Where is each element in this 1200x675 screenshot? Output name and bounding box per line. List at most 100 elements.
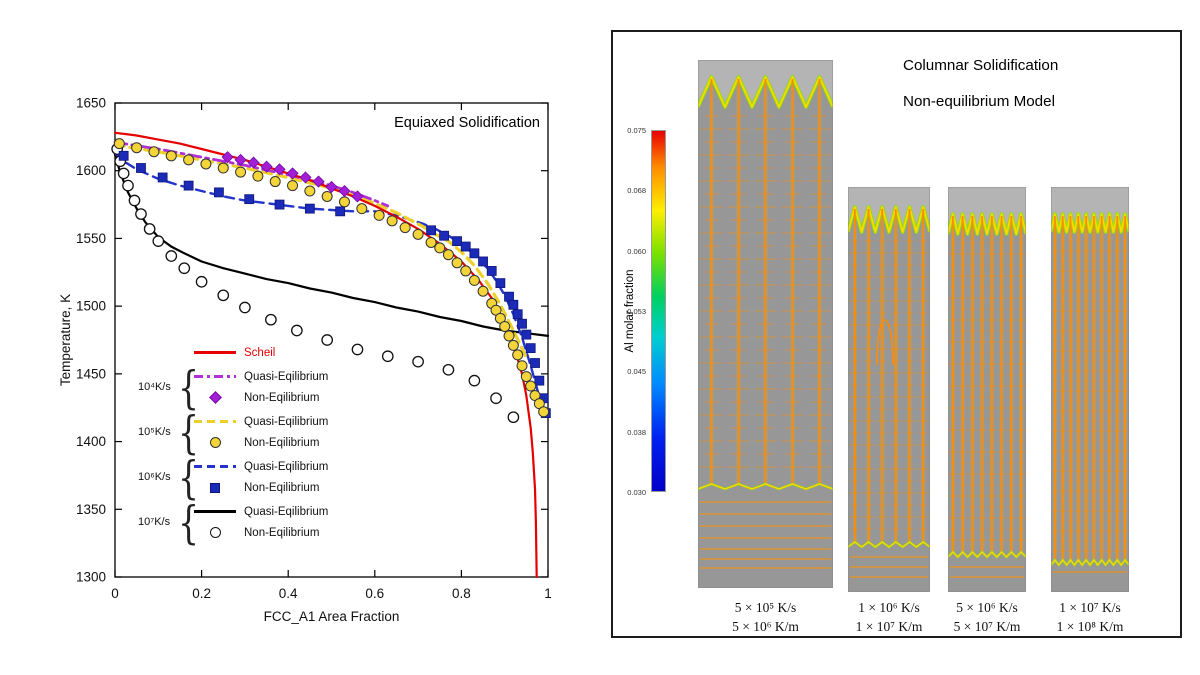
y-tick-label: 1450 bbox=[76, 366, 106, 381]
quasi-line-sample bbox=[194, 465, 236, 468]
quasi-line-sample bbox=[194, 375, 236, 378]
colorbar bbox=[651, 130, 666, 492]
panel-label-4: 1 × 10⁷ K/s 1 × 10⁸ K/m bbox=[1028, 598, 1152, 636]
quasi-label: Quasi-Eqilibrium bbox=[244, 415, 329, 428]
thermal-gradient: 1 × 10⁸ K/m bbox=[1056, 619, 1124, 634]
diamond-marker-icon bbox=[208, 391, 222, 404]
series-markers-non-1e4 bbox=[221, 151, 364, 203]
simulation-image-1 bbox=[698, 60, 833, 588]
thermal-gradient: 5 × 10⁷ K/m bbox=[953, 619, 1021, 634]
y-tick-label: 1500 bbox=[76, 299, 106, 314]
colorbar-tick-label: 0.038 bbox=[627, 427, 646, 437]
y-tick-label: 1400 bbox=[76, 434, 106, 449]
legend-entry-quasi: Quasi-Eqilibrium bbox=[194, 368, 328, 385]
circle-marker-icon bbox=[209, 437, 221, 448]
legend-entry-quasi: Quasi-Eqilibrium bbox=[194, 503, 328, 520]
legend-entry-non: Non-Eqilibrium bbox=[194, 479, 328, 496]
legend-group-1e4: 10⁴K/s { Quasi-Eqilibrium Non-Eqilibrium bbox=[138, 365, 378, 410]
columnar-panel: Columnar Solidification Non-equilibrium … bbox=[611, 30, 1182, 638]
legend-entries: Quasi-Eqilibrium Non-Eqilibrium bbox=[194, 503, 328, 541]
cooling-rate: 1 × 10⁶ K/s bbox=[858, 600, 920, 615]
series-line-quasi-1e5 bbox=[113, 143, 528, 360]
legend-brace: { bbox=[178, 405, 199, 459]
legend-entry-non: Non-Eqilibrium bbox=[194, 389, 328, 406]
legend-entries: Quasi-Eqilibrium Non-Eqilibrium bbox=[194, 458, 328, 496]
scheil-line-sample bbox=[194, 351, 236, 354]
legend-brace: { bbox=[178, 495, 199, 549]
non-label: Non-Eqilibrium bbox=[244, 436, 320, 449]
cooling-rate: 5 × 10⁵ K/s bbox=[734, 600, 797, 615]
series-markers-non-1e7 bbox=[111, 143, 520, 424]
non-marker-sample bbox=[194, 391, 236, 404]
panel-label-1: 5 × 10⁵ K/s 5 × 10⁶ K/m bbox=[683, 598, 848, 636]
non-label: Non-Eqilibrium bbox=[244, 526, 320, 539]
legend-entry-quasi: Quasi-Eqilibrium bbox=[194, 413, 328, 430]
simulation-image-2 bbox=[848, 187, 930, 592]
cooling-rate-label: 10⁵K/s bbox=[138, 426, 171, 438]
legend-brace: { bbox=[178, 450, 199, 504]
open-circle-marker-icon bbox=[209, 527, 221, 538]
y-tick-label: 1550 bbox=[76, 231, 106, 246]
x-tick-label: 1 bbox=[544, 586, 552, 601]
quasi-label: Quasi-Eqilibrium bbox=[244, 460, 329, 473]
quasi-label: Quasi-Eqilibrium bbox=[244, 505, 329, 518]
y-tick-label: 1650 bbox=[76, 96, 106, 111]
legend-entry-quasi: Quasi-Eqilibrium bbox=[194, 458, 328, 475]
non-label: Non-Eqilibrium bbox=[244, 391, 320, 404]
x-tick-label: 0.2 bbox=[192, 586, 211, 601]
simulation-image-4 bbox=[1051, 187, 1129, 592]
series-line-quasi-1e6 bbox=[113, 151, 545, 416]
series-markers-non-1e5 bbox=[113, 138, 550, 418]
colorbar-tick-label: 0.045 bbox=[627, 367, 646, 377]
x-tick-label: 0.8 bbox=[452, 586, 471, 601]
panel-label-2: 1 × 10⁶ K/s 1 × 10⁷ K/m bbox=[827, 598, 951, 636]
scheil-label: Scheil bbox=[244, 346, 276, 359]
cooling-rate-label: 10⁶K/s bbox=[138, 471, 171, 483]
columnar-title-line1: Columnar Solidification bbox=[903, 57, 1059, 74]
square-marker-icon bbox=[210, 482, 220, 493]
cooling-rate: 1 × 10⁷ K/s bbox=[1059, 600, 1121, 615]
non-marker-sample bbox=[194, 482, 236, 493]
legend-group-1e7: 10⁷K/s { Quasi-Eqilibrium Non-Eqilibrium bbox=[138, 500, 378, 545]
columnar-title: Columnar Solidification Non-equilibrium … bbox=[903, 48, 1058, 120]
legend-entry-non: Non-Eqilibrium bbox=[194, 524, 328, 541]
legend-brace: { bbox=[178, 360, 199, 414]
legend-group-1e6: 10⁶K/s { Quasi-Eqilibrium Non-Eqilibrium bbox=[138, 455, 378, 500]
cooling-rate-label: 10⁷K/s bbox=[138, 516, 171, 528]
colorbar-tick-label: 0.075 bbox=[627, 126, 646, 135]
cooling-rate: 5 × 10⁶ K/s bbox=[956, 600, 1018, 615]
simulation-image-3 bbox=[948, 187, 1026, 592]
x-tick-label: 0.4 bbox=[279, 586, 298, 601]
non-marker-sample bbox=[194, 437, 236, 448]
thermal-gradient: 5 × 10⁶ K/m bbox=[732, 619, 799, 634]
quasi-line-sample bbox=[194, 420, 236, 423]
cooling-rate-label: 10⁴K/s bbox=[138, 381, 171, 393]
plot-frame bbox=[114, 102, 549, 578]
legend-entry-scheil: Scheil bbox=[194, 344, 378, 361]
colorbar-tick-label: 0.060 bbox=[627, 246, 646, 256]
non-label: Non-Eqilibrium bbox=[244, 481, 320, 494]
x-axis-title: FCC_A1 Area Fraction bbox=[264, 609, 400, 624]
legend-group-1e5: 10⁵K/s { Quasi-Eqilibrium Non-Eqilibrium bbox=[138, 410, 378, 455]
y-tick-label: 1350 bbox=[76, 502, 106, 517]
quasi-label: Quasi-Eqilibrium bbox=[244, 370, 329, 383]
panel-label-3: 5 × 10⁶ K/s 5 × 10⁷ K/m bbox=[925, 598, 1049, 636]
x-tick-label: 0 bbox=[111, 586, 119, 601]
columnar-title-line2: Non-equilibrium Model bbox=[903, 93, 1055, 110]
colorbar-tick-label: 0.030 bbox=[627, 488, 646, 497]
colorbar-tick-label: 0.068 bbox=[627, 186, 646, 196]
y-axis-title: Temperature, K bbox=[58, 294, 73, 386]
chart-title: Equiaxed Solidification bbox=[394, 115, 540, 131]
legend-entries: Quasi-Eqilibrium Non-Eqilibrium bbox=[194, 413, 328, 451]
non-marker-sample bbox=[194, 527, 236, 538]
legend-entries: Quasi-Eqilibrium Non-Eqilibrium bbox=[194, 368, 328, 406]
colorbar-tick-label: 0.053 bbox=[627, 307, 646, 316]
chart-legend: Scheil 10⁴K/s { Quasi-Eqilibrium Non-Eqi… bbox=[138, 344, 378, 545]
thermal-gradient: 1 × 10⁷ K/m bbox=[855, 619, 923, 634]
legend-entry-non: Non-Eqilibrium bbox=[194, 434, 328, 451]
y-tick-label: 1600 bbox=[76, 163, 106, 178]
y-tick-label: 1300 bbox=[76, 570, 106, 585]
quasi-line-sample bbox=[194, 510, 236, 513]
simulation-images bbox=[613, 32, 1180, 636]
